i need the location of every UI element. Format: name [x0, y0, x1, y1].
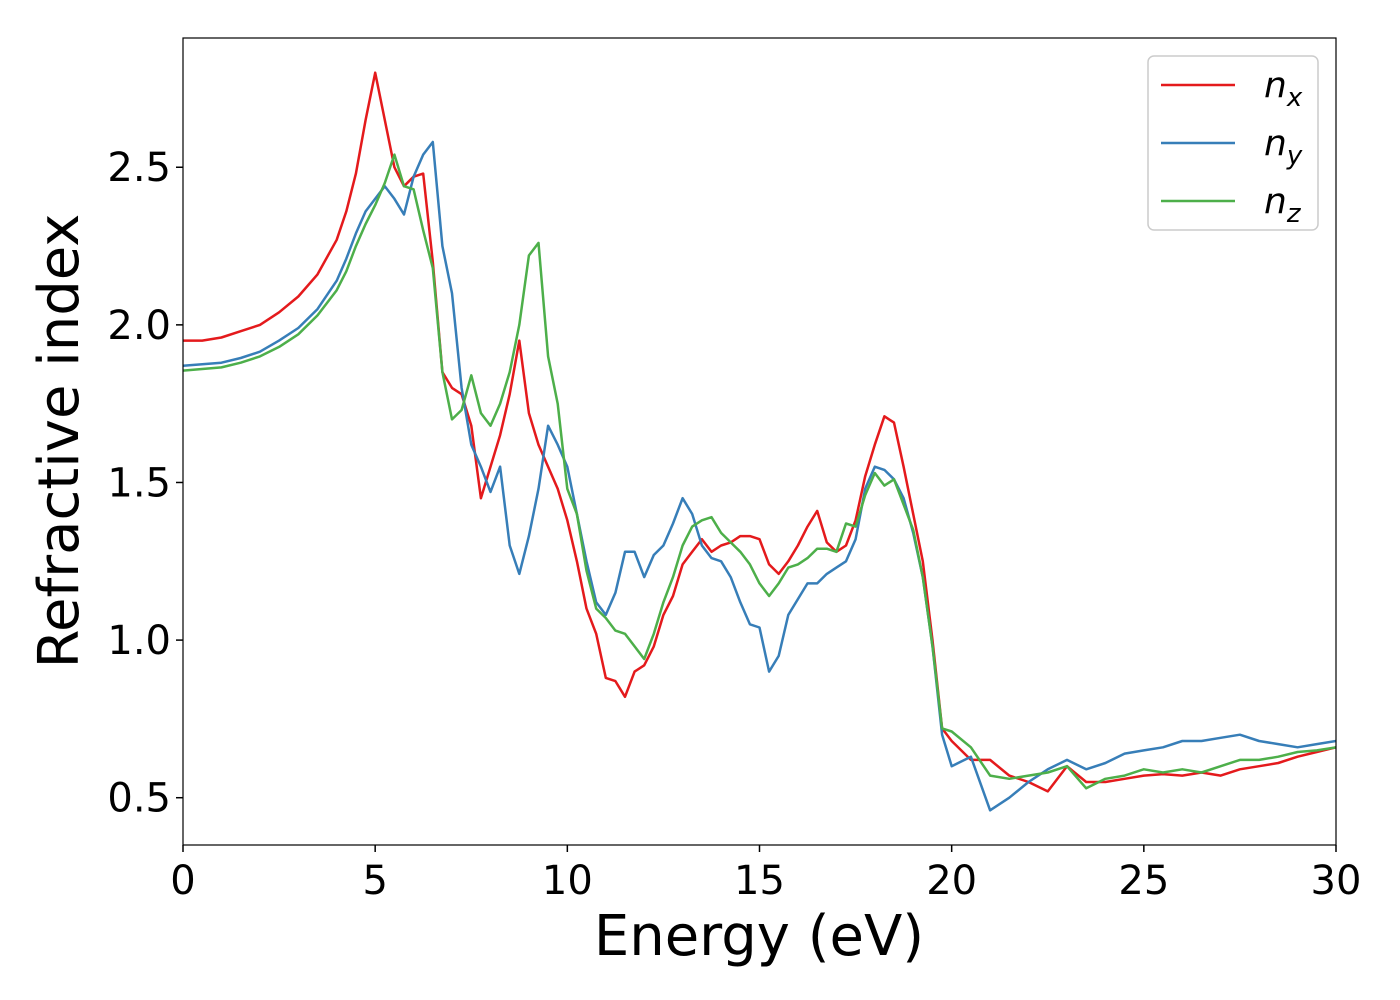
series-line: [183, 71, 1336, 793]
x-tick-label: 30: [1311, 858, 1362, 904]
x-axis-label: Energy (eV): [594, 904, 924, 969]
legend-label: nx: [1264, 65, 1303, 113]
y-tick-label: 2.0: [107, 303, 171, 349]
legend: nx ny nz: [1147, 55, 1319, 231]
x-tick-label: 5: [362, 858, 387, 904]
x-tick-label: 25: [1118, 858, 1169, 904]
y-tick-label: 1.5: [107, 460, 171, 506]
y-tick-label: 1.0: [107, 618, 171, 664]
x-tick-label: 20: [926, 858, 977, 904]
y-tick-label: 0.5: [107, 776, 171, 822]
x-tick-label: 10: [542, 858, 593, 904]
x-tick-label: 15: [734, 858, 785, 904]
plot-frame: [182, 37, 1337, 846]
legend-label: nz: [1264, 181, 1302, 229]
x-tick-label: 0: [170, 858, 195, 904]
y-tick-label: 2.5: [107, 145, 171, 191]
series-line: [183, 153, 1336, 790]
y-axis-label: Refractive index: [27, 214, 92, 669]
legend-label: ny: [1264, 123, 1303, 171]
